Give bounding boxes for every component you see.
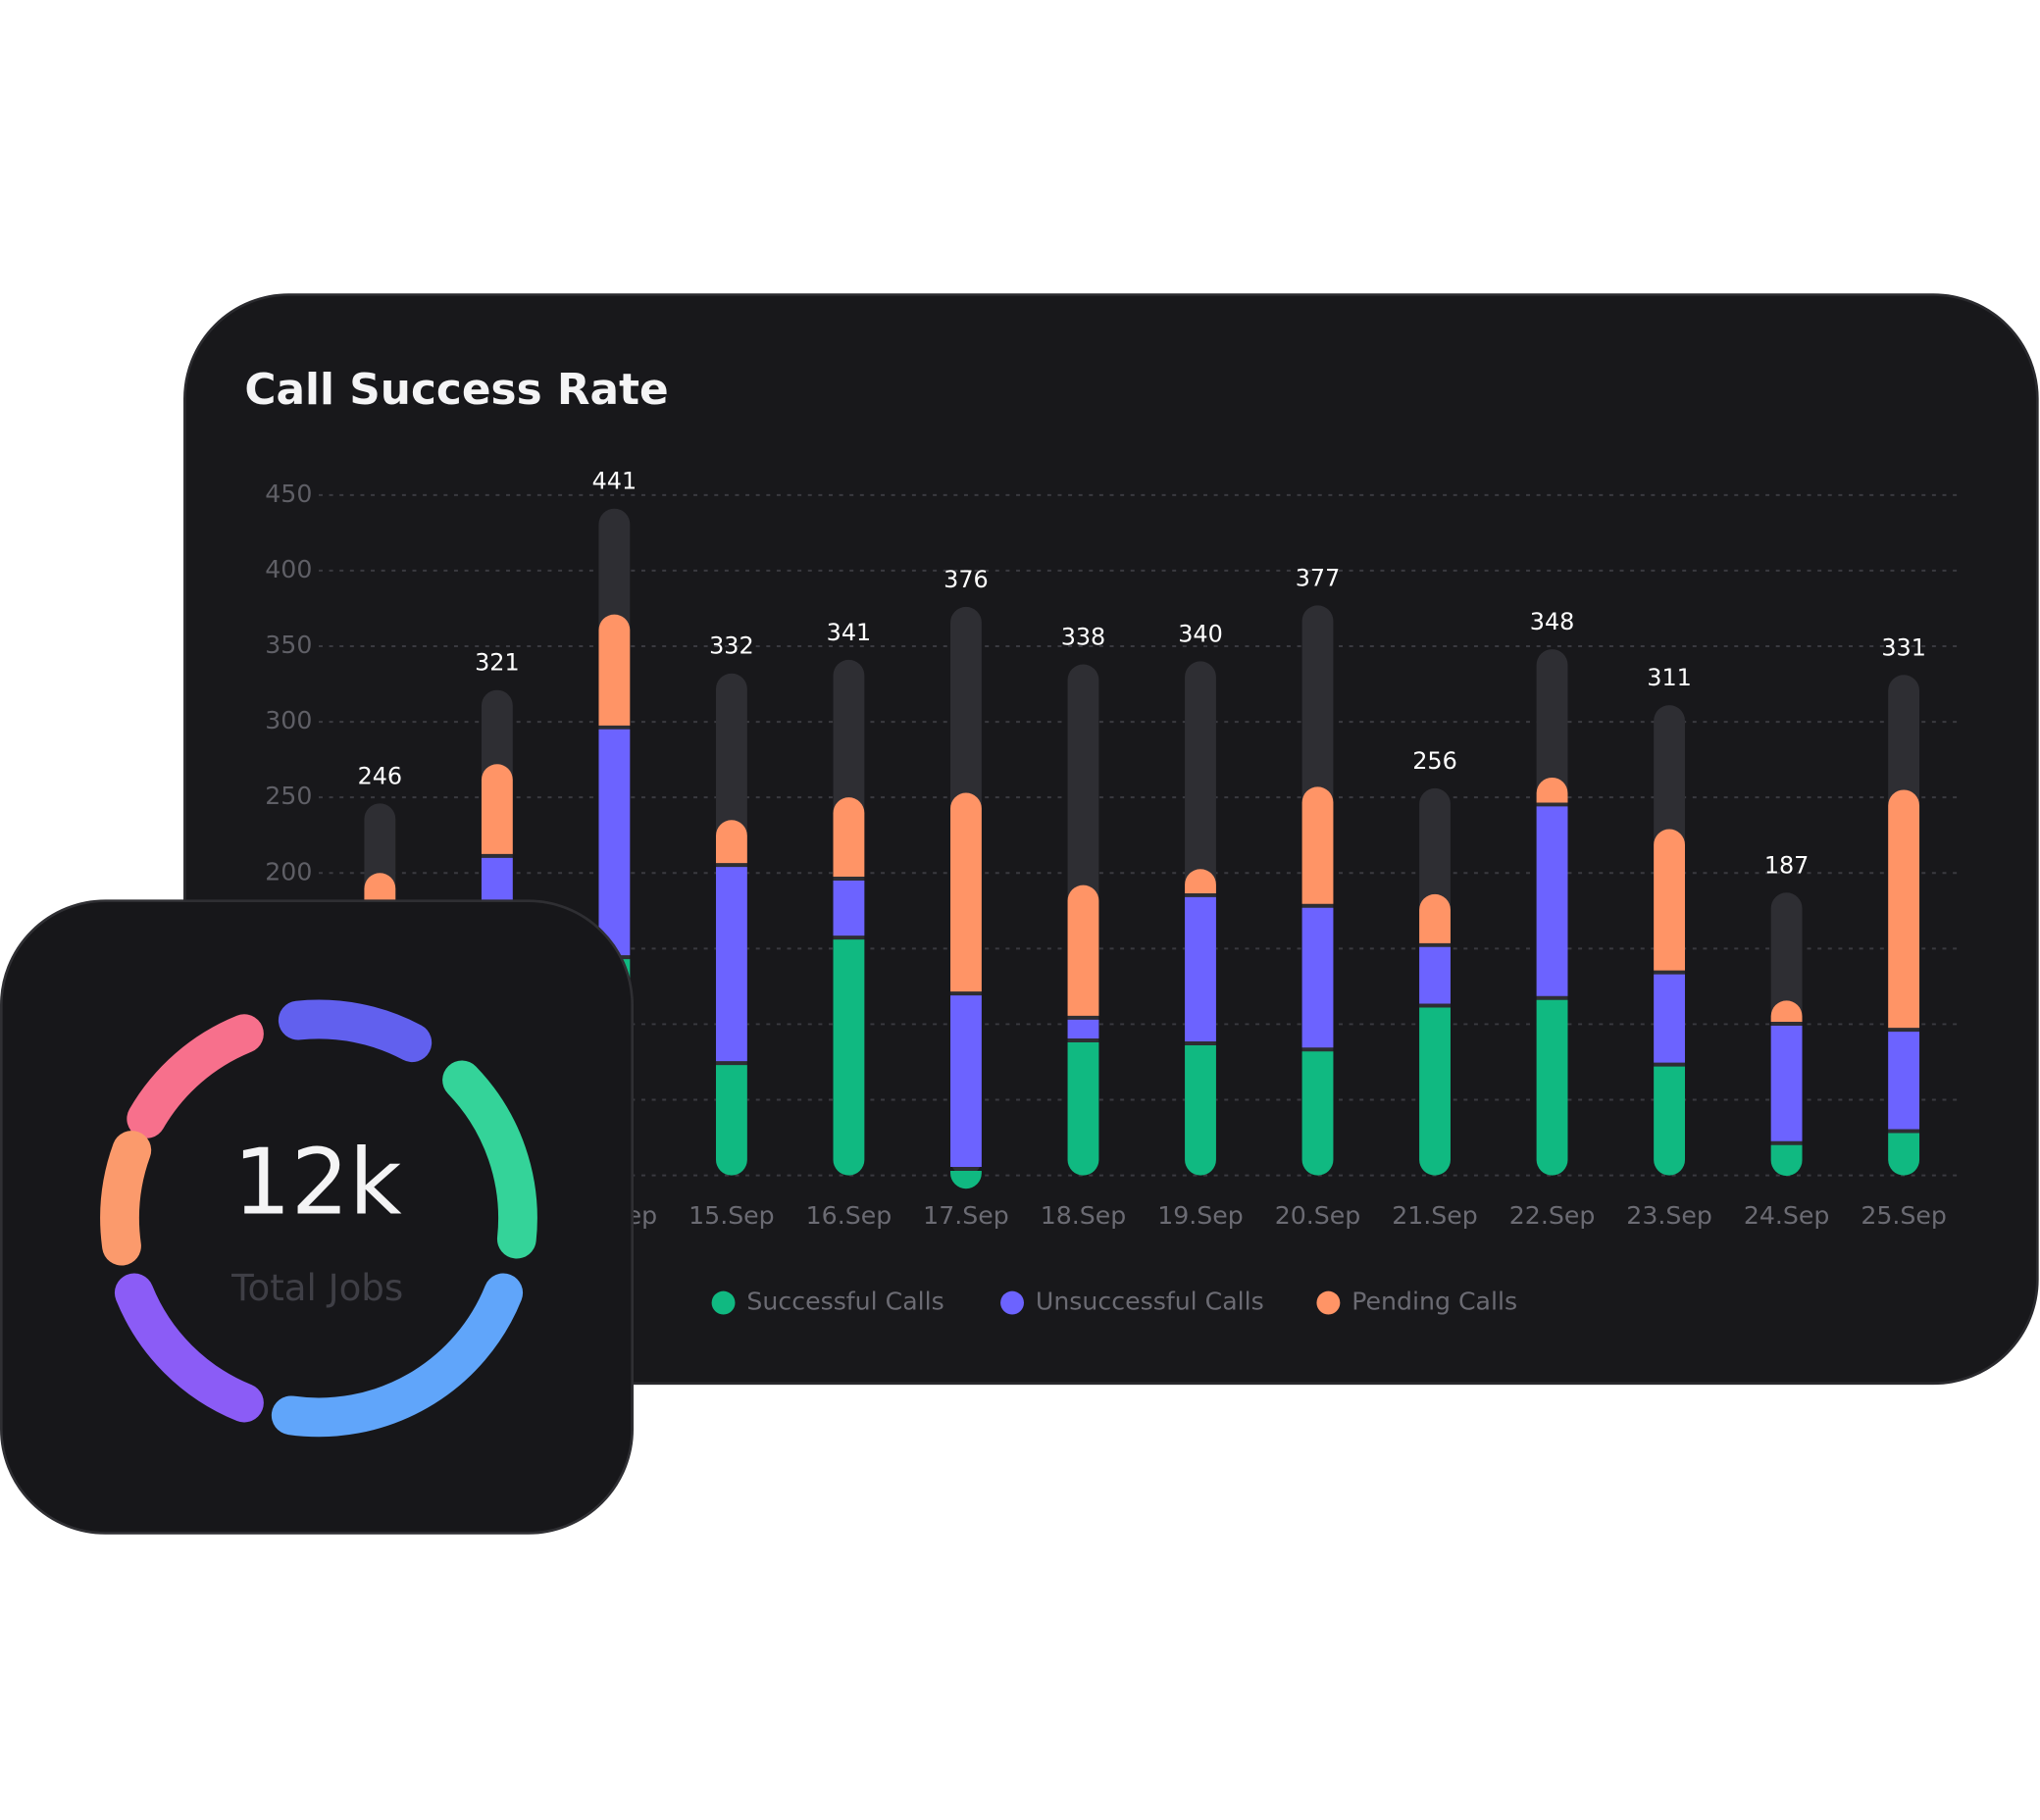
bar-total-label: 332 [709, 632, 754, 660]
legend-swatch [1000, 1290, 1024, 1315]
bar-total-label: 187 [1764, 851, 1810, 879]
bar-segment [1654, 1066, 1685, 1176]
bar-segment [1770, 1025, 1803, 1141]
x-tick-label: 22.Sep [1509, 1201, 1596, 1230]
summary-label: Total Jobs [230, 1267, 403, 1309]
bar-total-label: 341 [827, 619, 872, 646]
x-tick-label: 17.Sep [923, 1201, 1009, 1230]
bar-segment [1654, 974, 1685, 1063]
bar-segment [1770, 1144, 1803, 1177]
y-tick-label: 200 [265, 857, 312, 885]
bar-segment [950, 995, 982, 1168]
y-tick-label: 400 [265, 555, 312, 583]
bar-segment [1301, 907, 1334, 1048]
bar-segment [833, 880, 865, 936]
x-tick-label: 21.Sep [1392, 1201, 1478, 1230]
x-tick-label: 18.Sep [1041, 1201, 1127, 1230]
bar-segment [1067, 1041, 1099, 1176]
bar-segment [833, 797, 865, 877]
bar-segment [715, 867, 747, 1062]
bar-total-label: 256 [1412, 747, 1457, 775]
bar-segment [1536, 777, 1568, 803]
x-tick-label: 23.Sep [1626, 1201, 1712, 1230]
donut-arc [114, 1273, 264, 1423]
y-tick-label: 300 [265, 706, 312, 734]
bar-total-label: 321 [475, 649, 520, 677]
bar-segment [598, 729, 631, 956]
bar-segment [481, 764, 513, 854]
bar-segment [1770, 1000, 1803, 1023]
donut-arc [127, 1014, 264, 1138]
legend-label: Unsuccessful Calls [1036, 1288, 1264, 1316]
y-tick-label: 450 [265, 480, 312, 508]
bar-total-label: 377 [1296, 564, 1341, 591]
bar-segment [1888, 1133, 1920, 1176]
legend-swatch [1316, 1290, 1341, 1315]
donut-arc [100, 1131, 152, 1266]
x-tick-label: 20.Sep [1275, 1201, 1361, 1230]
bar-segment [1888, 789, 1920, 1029]
chart-title: Call Success Rate [244, 365, 668, 415]
bar-segment [598, 614, 631, 726]
x-tick-label: 15.Sep [688, 1201, 775, 1230]
summary-card: 12k Total Jobs [0, 899, 635, 1535]
bar-segment [1185, 869, 1216, 893]
bar-segment [1301, 1051, 1334, 1176]
bar-segment [950, 1170, 982, 1189]
x-tick-label: 16.Sep [806, 1201, 892, 1230]
bar-total-label: 376 [944, 566, 989, 593]
legend: Successful Calls Unsuccessful Calls Pendin… [711, 1288, 1517, 1316]
bar-segment [1654, 829, 1685, 971]
donut-arc [278, 999, 433, 1063]
donut-arc [271, 1273, 524, 1438]
y-tick-label: 350 [265, 631, 312, 659]
bar-total-label: 441 [592, 468, 638, 495]
bar-segment [1536, 806, 1568, 996]
x-tick-label: 19.Sep [1157, 1201, 1244, 1230]
bar-total-label: 340 [1178, 620, 1223, 647]
bar-segment [1185, 896, 1216, 1042]
bar-segment [1419, 1007, 1451, 1176]
bar-total-label: 338 [1061, 623, 1106, 650]
donut-arc [442, 1060, 537, 1259]
x-tick-label: 25.Sep [1861, 1201, 1947, 1230]
chart-card [183, 293, 2039, 1386]
bar-segment [833, 939, 865, 1176]
x-tick-label: 24.Sep [1744, 1201, 1830, 1230]
bar-segment [1067, 1019, 1099, 1038]
summary-card-bg [0, 899, 635, 1535]
legend-swatch [711, 1290, 736, 1315]
bar-segment [1185, 1045, 1216, 1176]
bar-segment [950, 792, 982, 992]
bar-segment [1301, 786, 1334, 904]
bar-segment [1067, 885, 1099, 1016]
bar-segment [715, 820, 747, 864]
bar-total-label: 246 [358, 762, 403, 789]
bar-segment [1419, 946, 1451, 1004]
legend-label: Successful Calls [746, 1288, 944, 1316]
legend-label: Pending Calls [1352, 1288, 1517, 1316]
bar-segment [715, 1065, 747, 1176]
bar-segment [1536, 999, 1568, 1176]
donut [100, 999, 537, 1438]
summary-value: 12k [233, 1129, 402, 1235]
bar-total-label: 311 [1647, 664, 1692, 691]
bar-total-label: 348 [1530, 608, 1575, 635]
bar-segment [1888, 1032, 1920, 1130]
bar-segment [1419, 893, 1451, 943]
y-tick-label: 250 [265, 782, 312, 810]
bar-total-label: 331 [1881, 633, 1926, 661]
